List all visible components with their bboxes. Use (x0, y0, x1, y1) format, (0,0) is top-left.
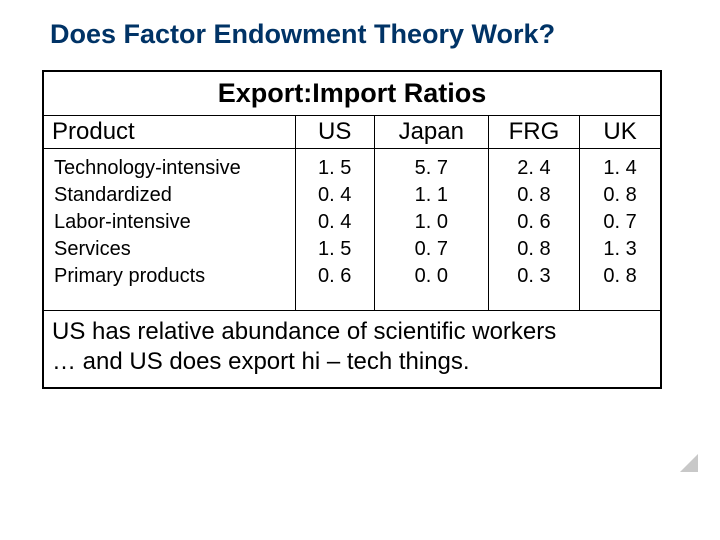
ratios-table: Export:Import Ratios Product US Japan FR… (42, 70, 662, 389)
slide: Does Factor Endowment Theory Work? Expor… (0, 0, 720, 540)
value: 1. 5 (306, 236, 364, 263)
value: 0. 0 (385, 263, 478, 290)
value: 1. 1 (385, 182, 478, 209)
value: 0. 8 (499, 182, 569, 209)
col-header-us: US (295, 115, 374, 148)
product-label: Labor-intensive (54, 209, 285, 236)
product-label: Standardized (54, 182, 285, 209)
footer-line: … and US does export hi – tech things. (52, 347, 652, 377)
value: 1. 0 (385, 209, 478, 236)
table-header-row: Product US Japan FRG UK (43, 115, 661, 148)
value: 0. 8 (590, 263, 650, 290)
value: 0. 6 (306, 263, 364, 290)
col-header-frg: FRG (488, 115, 579, 148)
product-label: Primary products (54, 263, 285, 290)
value: 0. 7 (590, 209, 650, 236)
footer-cell: US has relative abundance of scientific … (43, 310, 661, 388)
footer-line: US has relative abundance of scientific … (52, 317, 652, 347)
value: 5. 7 (385, 155, 478, 182)
product-label: Services (54, 236, 285, 263)
value: 2. 4 (499, 155, 569, 182)
frg-cell: 2. 4 0. 8 0. 6 0. 8 0. 3 (488, 148, 579, 310)
col-header-product: Product (43, 115, 295, 148)
value: 0. 4 (306, 209, 364, 236)
value: 1. 3 (590, 236, 650, 263)
value: 0. 3 (499, 263, 569, 290)
value: 0. 7 (385, 236, 478, 263)
corner-fold-icon (680, 454, 698, 472)
value: 1. 5 (306, 155, 364, 182)
col-header-japan: Japan (374, 115, 488, 148)
table-caption: Export:Import Ratios (43, 71, 661, 116)
value: 1. 4 (590, 155, 650, 182)
uk-cell: 1. 4 0. 8 0. 7 1. 3 0. 8 (580, 148, 661, 310)
value: 0. 8 (590, 182, 650, 209)
value: 0. 4 (306, 182, 364, 209)
slide-title: Does Factor Endowment Theory Work? (50, 18, 690, 52)
value: 0. 6 (499, 209, 569, 236)
table-data-row: Technology-intensive Standardized Labor-… (43, 148, 661, 310)
value: 0. 8 (499, 236, 569, 263)
table-title-row: Export:Import Ratios (43, 71, 661, 116)
japan-cell: 5. 7 1. 1 1. 0 0. 7 0. 0 (374, 148, 488, 310)
product-label: Technology-intensive (54, 155, 285, 182)
product-cell: Technology-intensive Standardized Labor-… (43, 148, 295, 310)
col-header-uk: UK (580, 115, 661, 148)
us-cell: 1. 5 0. 4 0. 4 1. 5 0. 6 (295, 148, 374, 310)
table-footer-row: US has relative abundance of scientific … (43, 310, 661, 388)
